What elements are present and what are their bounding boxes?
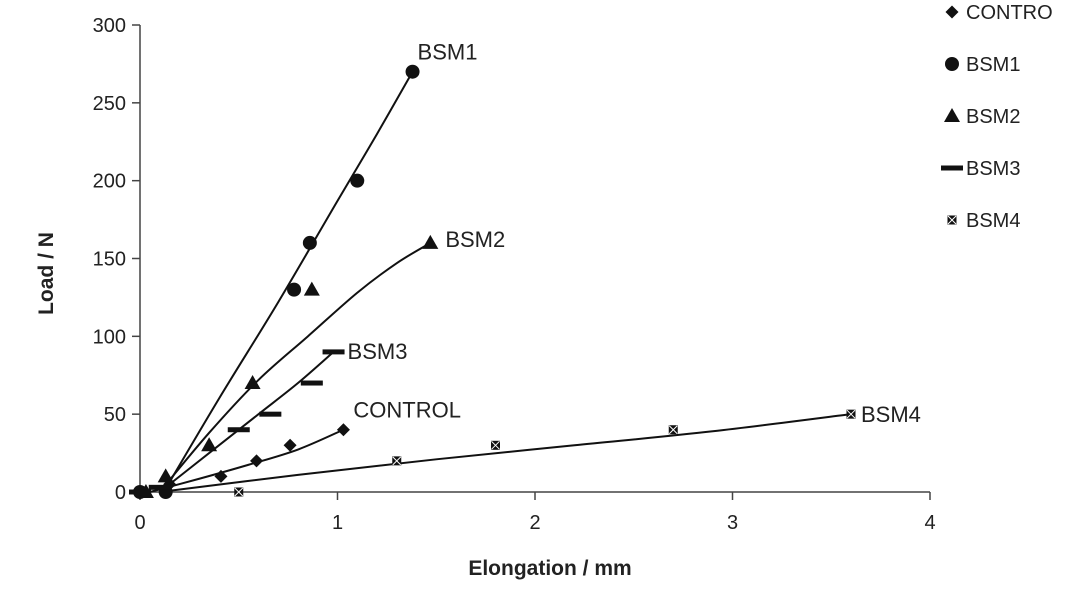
curve-bsm1 xyxy=(162,71,414,493)
data-markers xyxy=(129,64,856,499)
point-bsm4 xyxy=(668,425,678,435)
y-tick-label: 150 xyxy=(93,249,126,271)
series-label-contro: CONTROL xyxy=(353,398,461,423)
marker-cross xyxy=(234,487,244,497)
curve-bsm4 xyxy=(159,413,852,493)
point-bsm4 xyxy=(392,456,402,466)
x-tick-label: 4 xyxy=(924,512,935,534)
series-label-bsm4: BSM4 xyxy=(861,402,921,427)
series-label-bsm3: BSM3 xyxy=(348,339,408,364)
x-tick-label: 3 xyxy=(727,512,738,534)
point-bsm3 xyxy=(148,484,171,490)
x-tick-label: 1 xyxy=(332,512,343,534)
marker-cross xyxy=(491,440,500,450)
legend-marker-bsm4 xyxy=(947,215,957,225)
point-bsm2 xyxy=(157,468,174,483)
marker-cross xyxy=(392,456,402,466)
point-bsm2 xyxy=(303,281,320,296)
curve-bsm3 xyxy=(159,351,335,493)
point-bsm2 xyxy=(201,437,218,452)
legend-marker-contro xyxy=(945,5,959,19)
point-contro xyxy=(336,423,350,437)
curve-bsm2 xyxy=(158,242,431,493)
x-tick-label: 2 xyxy=(529,512,540,534)
x-axis-title: Elongation / mm xyxy=(468,557,631,580)
legend-marker-bsm2 xyxy=(944,108,960,122)
axes: 0 50 100 150 200 250 300 0 1 2 3 4 xyxy=(93,15,936,534)
legend: CONTRO BSM1 BSM2 BSM3 BSM4 xyxy=(941,2,1053,232)
point-contro xyxy=(283,438,297,452)
y-tick-label: 300 xyxy=(93,15,126,37)
legend-label-bsm4: BSM4 xyxy=(966,210,1020,232)
point-bsm2 xyxy=(422,234,439,249)
x-tick-label: 0 xyxy=(134,512,145,534)
point-bsm1 xyxy=(405,64,420,79)
point-bsm3 xyxy=(129,489,151,495)
y-tick-label: 250 xyxy=(93,93,126,115)
legend-label-bsm2: BSM2 xyxy=(966,106,1020,128)
y-tick-label: 50 xyxy=(104,404,126,426)
series-label-bsm1: BSM1 xyxy=(418,40,478,65)
point-bsm4 xyxy=(846,409,856,419)
legend-label-contro: CONTRO xyxy=(966,2,1053,24)
y-tick-label: 100 xyxy=(93,326,126,348)
point-bsm3 xyxy=(300,380,323,386)
point-bsm1 xyxy=(302,235,317,250)
marker-cross xyxy=(947,215,957,225)
point-bsm2 xyxy=(244,375,261,390)
point-bsm4 xyxy=(234,487,244,497)
legend-marker-bsm3 xyxy=(941,165,963,171)
point-bsm4 xyxy=(491,440,500,450)
point-bsm3 xyxy=(227,427,250,433)
point-bsm3 xyxy=(322,349,345,355)
y-tick-label: 200 xyxy=(93,171,126,193)
point-contro xyxy=(250,454,264,468)
legend-marker-bsm1 xyxy=(945,57,959,71)
legend-label-bsm1: BSM1 xyxy=(966,54,1020,76)
y-axis-title: Load / N xyxy=(35,232,58,315)
marker-cross xyxy=(668,425,678,435)
point-bsm3 xyxy=(259,411,282,417)
legend-label-bsm3: BSM3 xyxy=(966,158,1020,180)
marker-cross xyxy=(846,409,856,419)
point-bsm1 xyxy=(287,282,302,297)
series-label-bsm2: BSM2 xyxy=(445,227,505,252)
point-contro xyxy=(214,469,228,483)
curve-contro xyxy=(149,428,344,493)
point-bsm1 xyxy=(350,173,365,188)
fit-curves xyxy=(149,71,852,493)
y-tick-label: 0 xyxy=(115,482,126,504)
series-labels: CONTROL BSM1 BSM2 BSM3 BSM4 xyxy=(348,40,921,427)
